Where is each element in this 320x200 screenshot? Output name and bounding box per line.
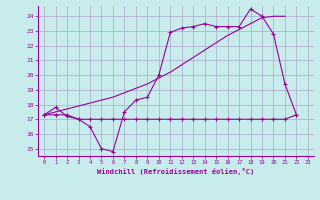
X-axis label: Windchill (Refroidissement éolien,°C): Windchill (Refroidissement éolien,°C) xyxy=(97,168,255,175)
